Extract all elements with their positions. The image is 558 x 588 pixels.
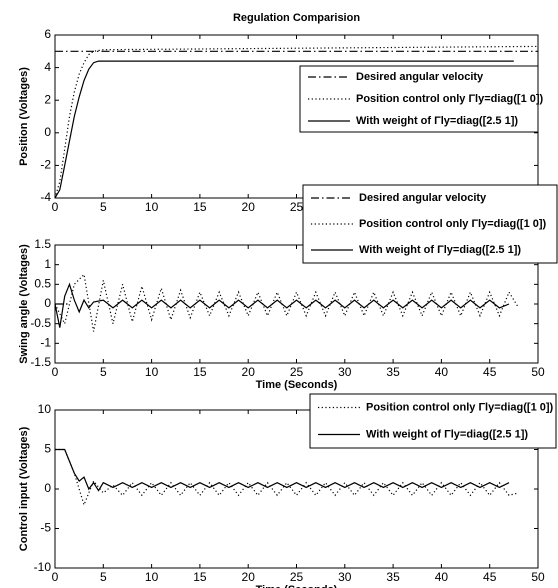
y-axis-label: Control input (Voltages) [18,426,30,551]
series-line [54,282,510,328]
x-tick-label: 50 [531,365,545,379]
x-tick-label: 20 [242,365,256,379]
y-tick-label: 1.5 [34,237,51,251]
legend-label: Desired angular velocity [356,71,484,83]
y-tick-label: -0.5 [30,316,51,330]
y-axis-label: Swing angle (Voltages) [18,244,30,364]
x-tick-label: 15 [193,365,207,379]
chart-title: Regulation Comparision [233,12,360,24]
x-tick-label: 10 [145,200,159,214]
y-axis-label: Position (Voltages) [18,67,30,166]
y-tick-label: -2 [40,158,51,172]
x-tick-label: 20 [242,570,256,584]
y-tick-label: 1 [44,257,51,271]
x-tick-label: 5 [100,570,107,584]
x-tick-label: 45 [483,365,497,379]
y-tick-label: 10 [38,402,52,416]
y-tick-label: 0 [44,296,51,310]
x-tick-label: 25 [290,570,304,584]
y-tick-label: 0 [44,125,51,139]
x-tick-label: 40 [435,570,449,584]
x-tick-label: 35 [386,570,400,584]
x-tick-label: 45 [483,570,497,584]
y-tick-label: -4 [40,190,51,204]
series-line [54,273,520,332]
x-tick-label: 15 [193,200,207,214]
legend-label: With weight of Γly=diag([2.5 1]) [366,428,528,440]
y-tick-label: -1.5 [30,355,51,369]
y-tick-label: 2 [44,92,51,106]
x-axis-label: Time (Seconds) [256,379,338,391]
y-tick-label: 6 [44,27,51,41]
y-tick-label: 4 [44,60,51,74]
x-tick-label: 40 [435,365,449,379]
legend-box [309,393,557,449]
x-tick-label: 25 [290,365,304,379]
legend-label: With weight of Γly=diag([2.5 1]) [356,115,518,127]
y-tick-label: -5 [40,521,51,535]
x-tick-label: 30 [338,570,352,584]
series-line [55,448,510,492]
x-axis-label: Time (Seconds) [256,584,338,588]
x-tick-label: 5 [100,365,107,379]
x-tick-label: 10 [145,365,159,379]
x-tick-label: 0 [52,365,59,379]
legend-label: Position control only Γly=diag([1 0]) [366,401,554,413]
x-tick-label: 20 [242,200,256,214]
legend-label: Desired angular velocity [359,192,487,204]
series-line [55,448,519,507]
x-tick-label: 0 [52,200,59,214]
x-tick-label: 10 [145,570,159,584]
x-tick-label: 35 [386,365,400,379]
legend-label: Position control only Γly=diag([1 0]) [359,218,547,230]
y-tick-label: -10 [34,560,52,574]
series-line [54,45,539,199]
y-tick-label: 5 [44,442,51,456]
y-tick-label: 0.5 [34,277,51,291]
series-line [54,60,514,199]
x-tick-label: 15 [193,570,207,584]
x-tick-label: 0 [52,570,59,584]
x-tick-label: 25 [290,200,304,214]
legend-label: With weight of Γly=diag([2.5 1]) [359,244,521,256]
x-tick-label: 5 [100,200,107,214]
x-tick-label: 30 [338,365,352,379]
x-tick-label: 50 [531,570,545,584]
y-tick-label: -1 [40,336,51,350]
legend-label: Position control only Γly=diag([1 0]) [356,93,544,105]
y-tick-label: 0 [44,481,51,495]
